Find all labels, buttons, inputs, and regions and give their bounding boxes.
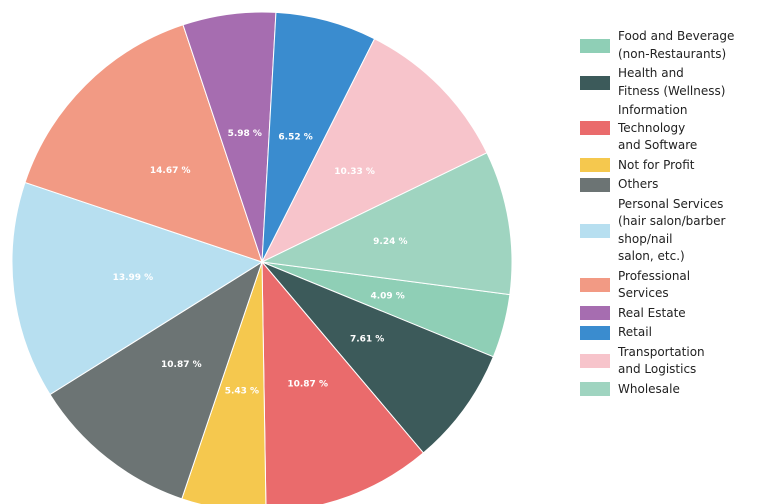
pie-slice-11 [260, 152, 513, 296]
pie-slice-labels: 4.09 % 7.61 % 10.87 % 5.43 % 10.87 % 13.99 % 1… [113, 129, 408, 396]
legend-label: Health and Fitness (Wellness) [618, 66, 726, 98]
legend-item: Retail [580, 324, 756, 342]
legend-swatch [580, 382, 610, 397]
pie-slice-label-6: 13.99 % [113, 273, 154, 283]
legend-item: Real Estate [580, 305, 756, 323]
pie-slice-label-11: 9.24 % [373, 237, 407, 247]
pie-slice-label-4: 5.43 % [225, 386, 259, 396]
pie-slice-3 [261, 260, 425, 504]
legend-label: Information Technology and Software [618, 103, 698, 152]
pie-slice-label-5: 10.87 % [161, 360, 202, 370]
legend-item: Professional Services [580, 268, 756, 303]
pie-slice-label-2: 7.61 % [350, 334, 384, 344]
legend-label: Retail [618, 325, 652, 339]
legend-swatch [580, 38, 610, 53]
legend-swatch [580, 158, 610, 173]
pie-slice-label-3: 10.87 % [287, 380, 328, 390]
legend-label: Not for Profit [618, 157, 695, 172]
legend-label: Professional Services [618, 268, 691, 301]
legend-swatch [580, 278, 610, 292]
pie-slices [11, 11, 513, 504]
legend-item: Others [580, 176, 756, 194]
pie-slice-label-9: 6.52 % [278, 132, 312, 142]
pie-slice-5 [49, 260, 263, 500]
pie-slice-label-7: 14.67 % [150, 166, 191, 176]
legend-swatch [580, 121, 610, 136]
legend-label: Wholesale [618, 381, 680, 396]
legend-swatch [580, 354, 610, 368]
legend-label: Personal Services (hair salon/barber sho… [618, 196, 726, 264]
legend-swatch [580, 306, 610, 321]
legend-label: Transportation and Logistics [618, 344, 705, 377]
legend-swatch [580, 325, 610, 340]
pie-slice-10 [260, 38, 488, 264]
legend-label: Food and Beverage (non-Restaurants) [618, 29, 735, 61]
legend-item: Wholesale [580, 381, 756, 399]
legend-item: Not for Profit [580, 157, 756, 175]
legend-label: Real Estate [618, 305, 686, 320]
legend-item: Personal Services (hair salon/barber sho… [580, 196, 756, 266]
pie-slice-6 [11, 181, 264, 396]
legend-item: Health and Fitness (Wellness) [580, 65, 756, 100]
pie-slice-label-8: 5.98 % [228, 129, 262, 139]
pie-slice-2 [261, 261, 494, 454]
legend-item: Information Technology and Software [580, 102, 756, 155]
legend-label: Others [618, 177, 659, 191]
legend-item: Transportation and Logistics [580, 344, 756, 379]
legend-swatch [580, 75, 610, 90]
legend-swatch [580, 223, 610, 238]
pie-slice-label-10: 10.33 % [334, 167, 375, 177]
legend-swatch [580, 177, 610, 192]
pie-slice-label-1: 4.09 % [370, 291, 404, 301]
legend-item: Food and Beverage (non-Restaurants) [580, 28, 756, 63]
